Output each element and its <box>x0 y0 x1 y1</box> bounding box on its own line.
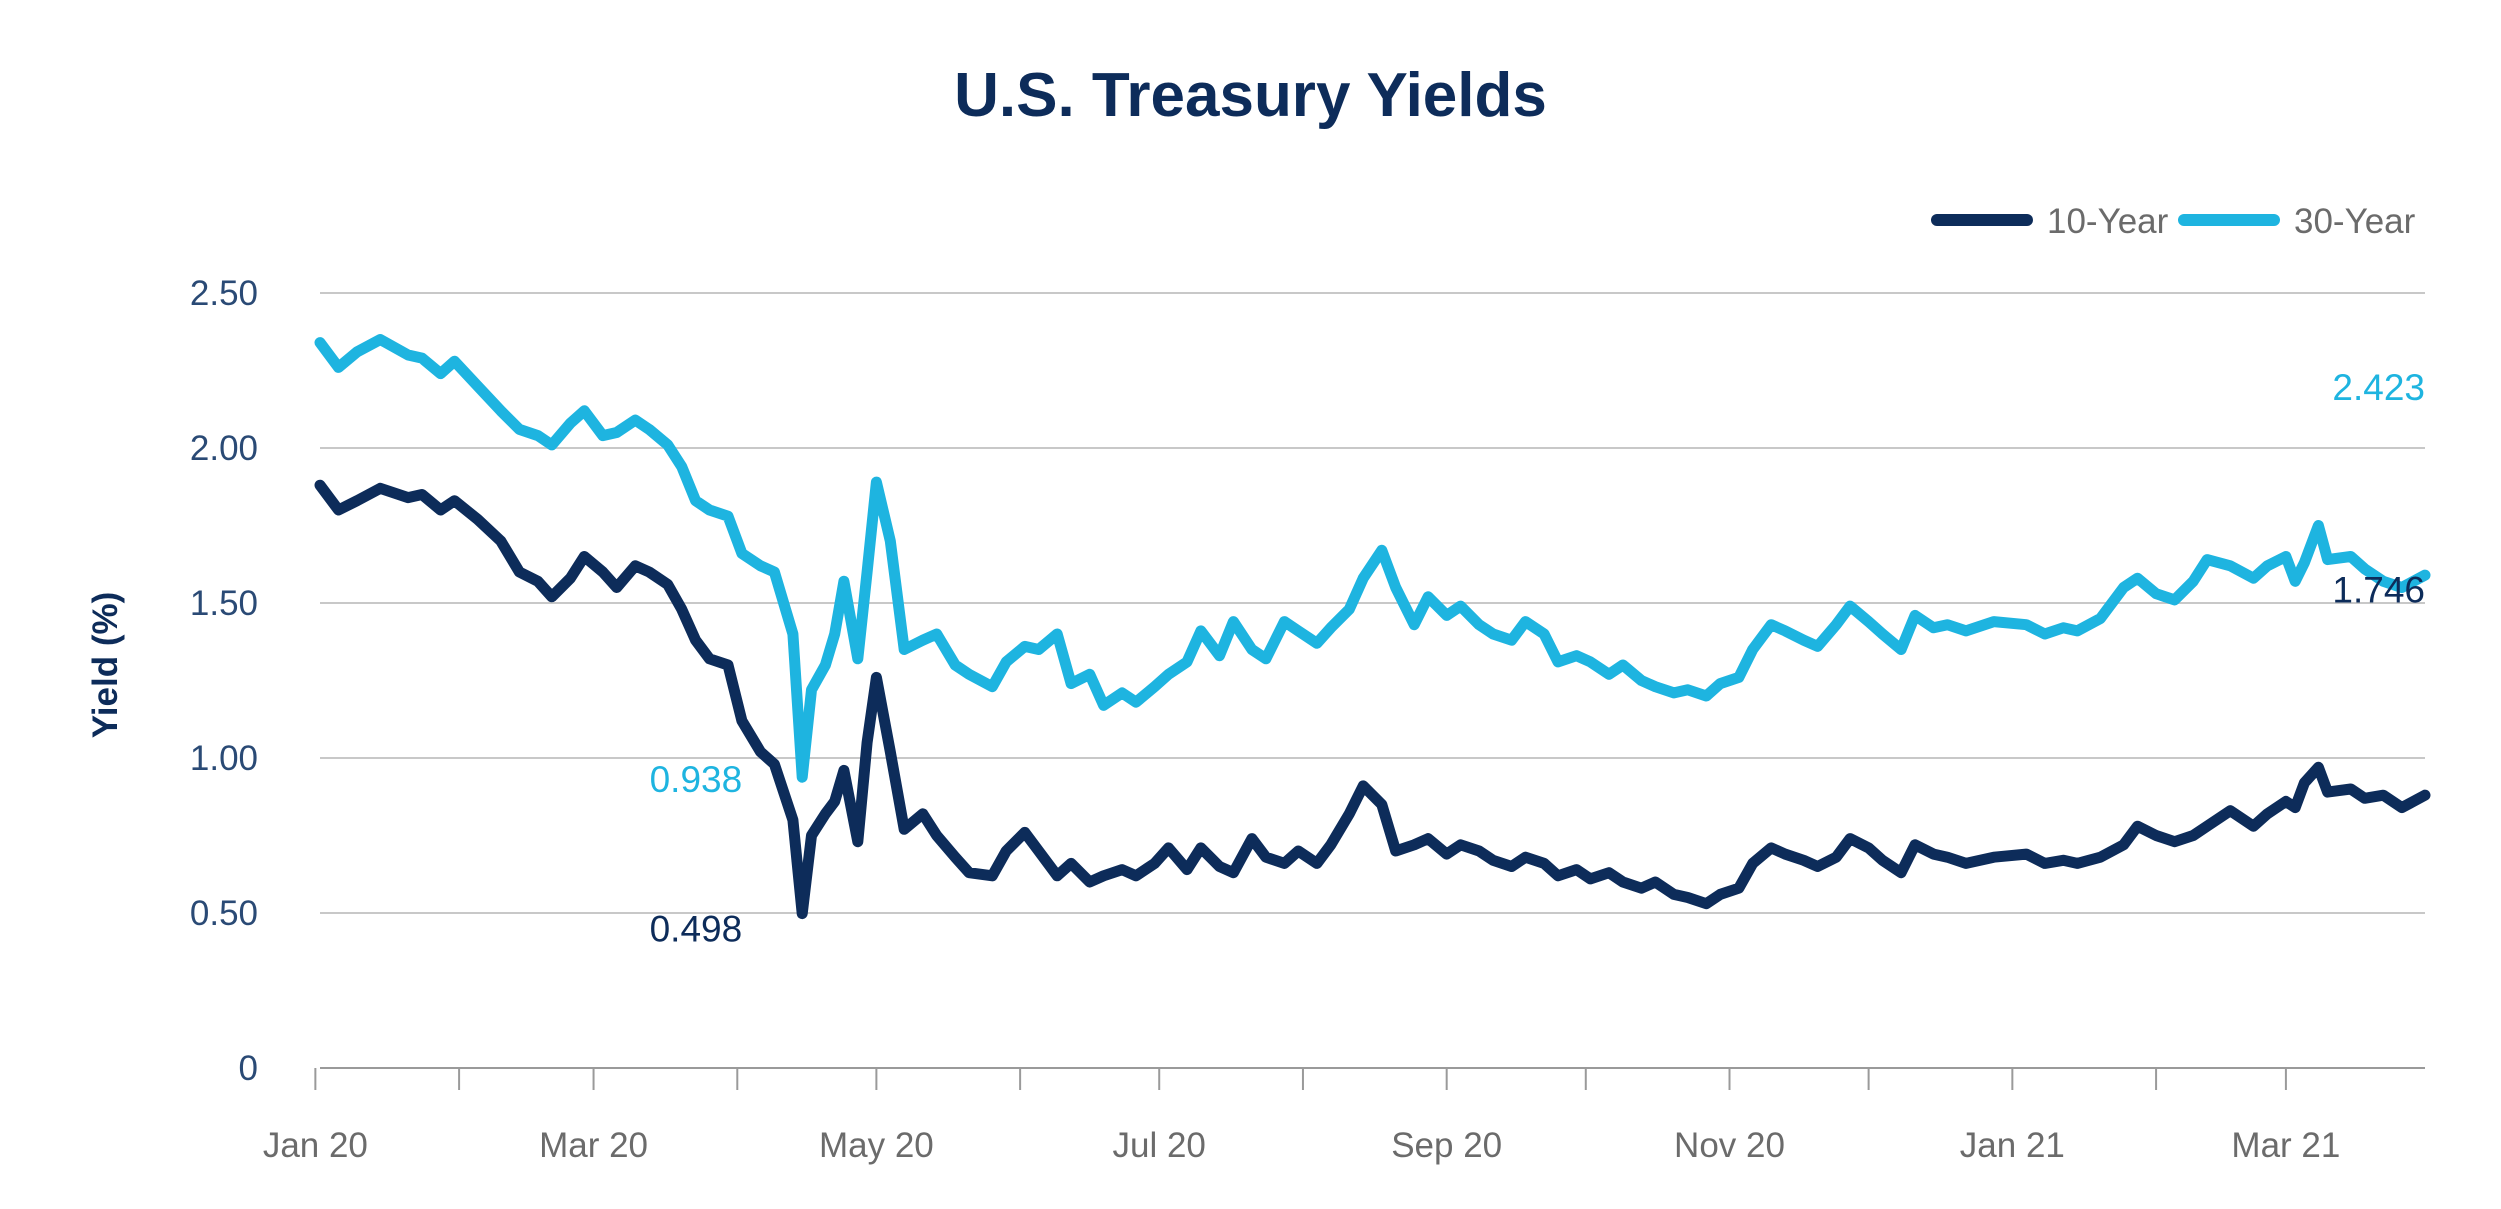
x-tick-label: Mar 20 <box>539 1126 648 1165</box>
series-lines <box>314 334 2431 920</box>
annotations: 0.938 0.498 2.423 1.746 <box>650 367 2425 950</box>
x-tick-label: Sep 20 <box>1391 1126 1502 1165</box>
y-tick-label: 0.50 <box>190 894 258 933</box>
x-tick-label: Nov 20 <box>1674 1126 1785 1165</box>
y-tick-label: 2.00 <box>190 429 258 468</box>
x-axis-ticks: Jan 20 Mar 20 May 20 Jul 20 Sep 20 Nov 20 Jan … <box>263 1068 2340 1165</box>
legend-label: 30-Year <box>2294 202 2416 241</box>
chart-title: U.S. Treasury Yields <box>954 61 1547 130</box>
data-label: 0.938 <box>650 759 743 800</box>
legend: 10-Year 30-Year <box>1931 202 2416 241</box>
y-axis-ticks: 0 0.50 1.00 1.50 2.00 2.50 <box>190 274 258 1088</box>
x-tick-label: Jan 21 <box>1960 1126 2065 1165</box>
legend-label: 10-Year <box>2047 202 2169 241</box>
x-tick-label: May 20 <box>819 1126 934 1165</box>
series-line-10-year <box>314 479 2431 920</box>
y-tick-label: 1.00 <box>190 739 258 778</box>
series-line-30-year <box>314 334 2431 783</box>
y-tick-label: 2.50 <box>190 274 258 313</box>
y-tick-label: 0 <box>239 1049 258 1088</box>
x-tick-label: Jan 20 <box>263 1126 368 1165</box>
data-label: 2.423 <box>2332 367 2425 408</box>
y-axis-label: Yield (%) <box>86 592 125 739</box>
data-label: 0.498 <box>650 909 743 950</box>
x-tick-label: Mar 21 <box>2231 1126 2340 1165</box>
y-tick-label: 1.50 <box>190 584 258 623</box>
data-label: 1.746 <box>2332 570 2425 611</box>
x-tick-label: Jul 20 <box>1113 1126 1206 1165</box>
